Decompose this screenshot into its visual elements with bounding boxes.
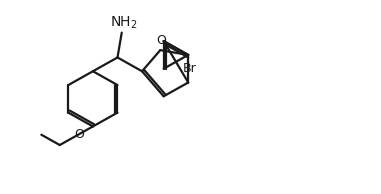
Text: O: O (157, 34, 166, 47)
Text: Br: Br (183, 62, 197, 75)
Text: NH$_2$: NH$_2$ (110, 14, 138, 31)
Text: O: O (74, 127, 84, 140)
